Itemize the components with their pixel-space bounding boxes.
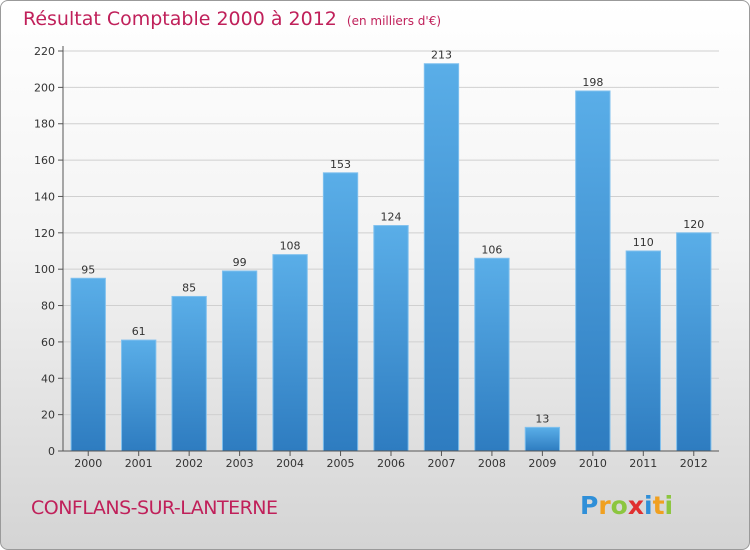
logo-letter: t	[652, 491, 665, 520]
logo-letter: i	[664, 491, 674, 520]
x-tick-label-2004: 2004	[276, 457, 304, 470]
y-tick-label: 180	[34, 118, 55, 131]
bar-2010[interactable]	[575, 90, 611, 452]
data-label-2009: 13	[535, 412, 549, 425]
x-tick-label-2001: 2001	[125, 457, 153, 470]
bar-2012[interactable]	[676, 232, 712, 452]
chart-title: Résultat Comptable 2000 à 2012 (en millie…	[23, 8, 441, 30]
chart-title-text: Résultat Comptable 2000 à 2012	[23, 8, 337, 30]
y-tick-label: 100	[34, 263, 55, 276]
bar-2003[interactable]	[221, 270, 258, 452]
data-label-2000: 95	[81, 263, 95, 276]
y-tick-label: 40	[41, 372, 55, 385]
bar-2005[interactable]	[322, 172, 359, 452]
commune-name: CONFLANS-SUR-LANTERNE	[31, 497, 278, 519]
data-label-2011: 110	[633, 236, 654, 249]
data-label-2007: 213	[431, 49, 452, 62]
logo-letter: x	[627, 491, 644, 520]
logo-letter: r	[598, 491, 611, 520]
bar-2008[interactable]	[474, 257, 510, 452]
bar-2000[interactable]	[70, 277, 106, 452]
x-tick-label-2003: 2003	[226, 457, 254, 470]
y-tick-label: 200	[34, 81, 55, 94]
y-tick-label: 20	[41, 409, 55, 422]
x-tick-label-2012: 2012	[680, 457, 708, 470]
chart-subtitle: (en milliers d'€)	[346, 14, 442, 28]
bar-2004[interactable]	[272, 254, 308, 452]
bar-2002[interactable]	[171, 295, 207, 452]
data-label-2004: 108	[280, 240, 301, 253]
data-label-2010: 198	[582, 76, 603, 89]
data-label-2002: 85	[182, 281, 196, 294]
x-tick-label-2011: 2011	[629, 457, 657, 470]
bar-2006[interactable]	[373, 225, 409, 452]
x-tick-label-2000: 2000	[74, 457, 102, 470]
bar-2001[interactable]	[121, 339, 157, 452]
data-label-2005: 153	[330, 158, 351, 171]
x-tick-label-2002: 2002	[175, 457, 203, 470]
y-tick-label: 140	[34, 190, 55, 203]
x-tick-label-2005: 2005	[327, 457, 355, 470]
x-tick-label-2009: 2009	[528, 457, 556, 470]
x-tick-label-2010: 2010	[579, 457, 607, 470]
logo-letter: P	[580, 491, 599, 520]
bar-2011[interactable]	[625, 250, 661, 452]
y-tick-label: 0	[48, 445, 55, 458]
data-label-2012: 120	[683, 218, 704, 231]
bar-2007[interactable]	[423, 63, 460, 452]
data-label-2001: 61	[132, 325, 146, 338]
y-tick-label: 120	[34, 227, 55, 240]
y-tick-label: 220	[34, 45, 55, 58]
data-label-2006: 124	[381, 211, 402, 224]
x-tick-label-2008: 2008	[478, 457, 506, 470]
proxiti-logo[interactable]: Proxiti	[580, 491, 673, 520]
logo-letter: o	[610, 491, 628, 520]
y-tick-label: 60	[41, 336, 55, 349]
data-label-2003: 99	[233, 256, 247, 269]
axes: 0 20 40 60 80 100 120 140 160 180 200 220 2000 2001 20…	[34, 45, 719, 470]
logo-letter: i	[644, 491, 653, 520]
x-tick-label-2006: 2006	[377, 457, 405, 470]
y-tick-label: 80	[41, 300, 55, 313]
data-labels: 95 61 85 99 108 153 124 213 106 13 198 110 120	[81, 49, 704, 426]
bars	[70, 63, 712, 452]
y-tick-label: 160	[34, 154, 55, 167]
bar-2009[interactable]	[524, 426, 561, 452]
data-label-2008: 106	[481, 243, 502, 256]
x-tick-label-2007: 2007	[427, 457, 455, 470]
